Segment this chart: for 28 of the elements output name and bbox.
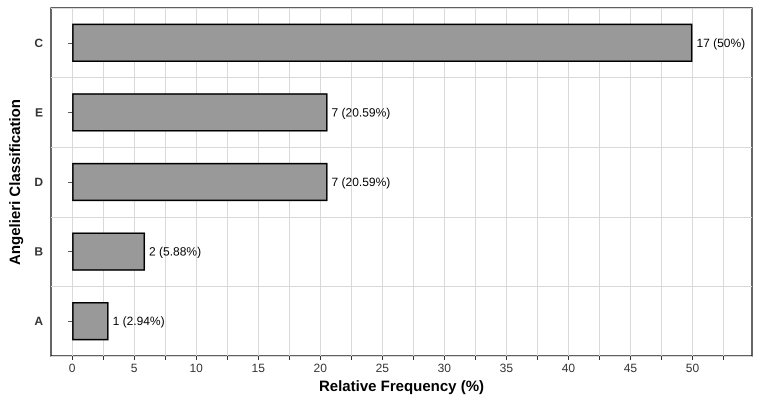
bar	[72, 24, 692, 62]
x-tick-label: 50	[686, 361, 700, 375]
x-tick-label: 5	[130, 361, 138, 375]
x-tick-label: 25	[376, 361, 390, 375]
x-tick-label: 15	[252, 361, 266, 375]
bar	[72, 232, 146, 271]
data-label: 1 (2.94%)	[112, 314, 165, 328]
y-tick-label: D	[34, 175, 44, 189]
y-tick-label: A	[34, 314, 44, 328]
y-axis-title: Angelieri Classification	[7, 99, 24, 265]
x-tick-label: 0	[68, 361, 76, 375]
x-tick-label: 30	[438, 361, 452, 375]
y-tick-label: C	[34, 36, 44, 50]
y-tick-label: B	[34, 244, 44, 259]
x-tick-label: 20	[314, 361, 328, 375]
data-label: 2 (5.88%)	[149, 244, 202, 259]
x-tick-label: 40	[562, 361, 576, 375]
x-axis-title: Relative Frequency (%)	[318, 378, 484, 395]
x-tick-label: 45	[624, 361, 638, 375]
bar	[72, 162, 328, 202]
bar	[72, 93, 328, 132]
data-label: 7 (20.59%)	[332, 175, 390, 189]
y-tick-label: E	[34, 105, 43, 120]
x-tick-label: 35	[500, 361, 514, 375]
data-label: 7 (20.59%)	[332, 105, 390, 120]
data-label: 17 (50%)	[696, 36, 746, 50]
bar	[72, 302, 109, 340]
x-tick-label: 10	[189, 361, 204, 375]
